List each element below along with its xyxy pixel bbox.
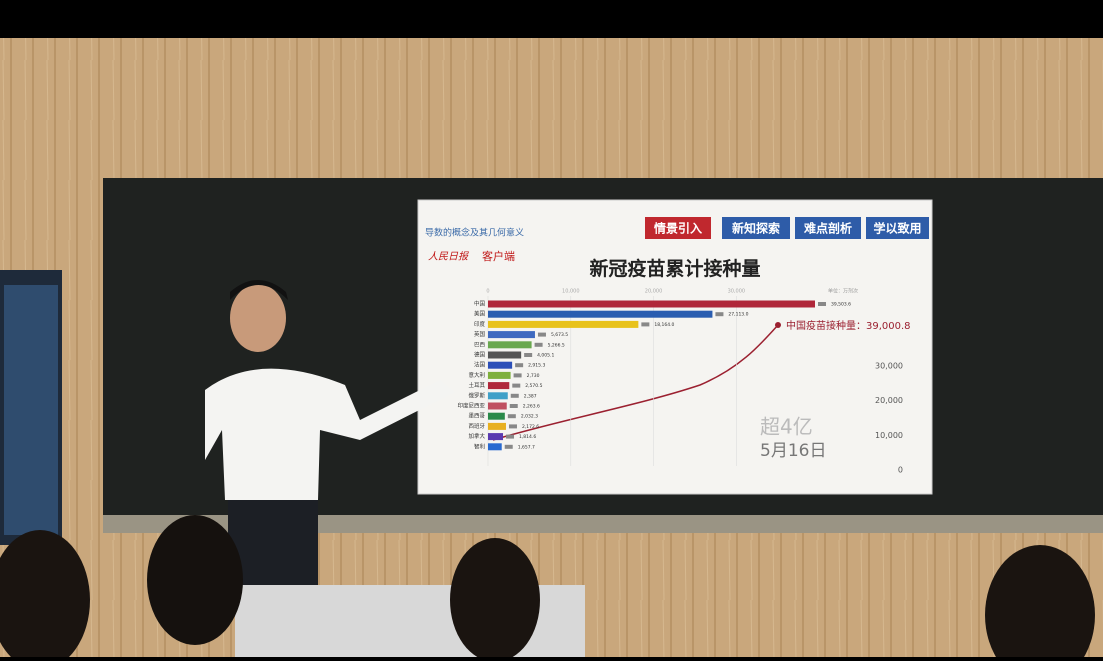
scene: 导数的概念及其几何意义 人民日报 客户端 新冠疫苗累计接种量 单位：万剂次 中国… (0, 0, 1103, 657)
flag (514, 373, 522, 377)
student (450, 538, 540, 657)
bar-category: 墨西哥 (468, 413, 485, 420)
flag (511, 394, 519, 398)
flag (524, 353, 532, 357)
bar-value: 1,657.7 (518, 444, 535, 450)
bar-value: 2,730 (527, 373, 540, 379)
bar-category: 印度 (474, 320, 486, 328)
bar (488, 362, 512, 369)
x-tick-label: 10,000 (562, 289, 580, 295)
bar (488, 352, 521, 359)
bar-value: 2,570.5 (525, 383, 542, 389)
bar-category: 印度尼西亚 (457, 402, 485, 410)
bar-category: 英国 (474, 330, 486, 338)
bar (488, 403, 507, 410)
bar (488, 331, 535, 338)
bar-category: 意大利 (468, 371, 485, 379)
bar-value: 5,673.5 (551, 332, 568, 338)
bar (488, 413, 505, 420)
bar-value: 2,263.6 (523, 404, 540, 410)
bar-category: 土耳其 (468, 381, 485, 389)
y-tick-label: 0 (898, 466, 903, 475)
flag (515, 363, 523, 367)
bar-category: 智利 (474, 442, 485, 450)
y-tick-label: 10,000 (875, 431, 903, 440)
bar (488, 433, 503, 440)
top-band (0, 0, 1103, 38)
y-tick-label: 30,000 (875, 362, 903, 371)
flag (509, 424, 517, 428)
flag (508, 414, 516, 418)
bar-category: 加拿大 (468, 432, 485, 440)
flag (506, 435, 514, 439)
bar-value: 39,503.6 (831, 302, 851, 308)
bar (488, 443, 502, 450)
flag (641, 322, 649, 326)
slide-header: 导数的概念及其几何意义 (425, 227, 524, 239)
bar-value: 2,172.6 (522, 424, 539, 430)
headline: 超4亿 (760, 415, 813, 439)
bar (488, 423, 506, 430)
bar-value: 1,814.6 (519, 434, 536, 440)
bar-category: 美国 (474, 310, 486, 318)
bar (488, 341, 532, 348)
bar-value: 27,113.0 (728, 312, 748, 318)
trend-end (775, 322, 781, 328)
bar-value: 4,005.1 (537, 353, 554, 359)
flag (512, 384, 520, 388)
flag (538, 333, 546, 337)
bar-category: 德国 (474, 351, 486, 359)
bar-category: 巴西 (474, 341, 486, 348)
flag (715, 312, 723, 316)
x-tick-label: 0 (486, 289, 489, 295)
bar-value: 2,032.3 (521, 414, 538, 420)
bar-value: 2,915.3 (528, 363, 545, 369)
bar (488, 372, 511, 379)
bar (488, 321, 638, 328)
logo-sub: 客户端 (482, 249, 515, 263)
flag (505, 445, 513, 449)
tab-label: 情景引入 (654, 221, 702, 236)
bar (488, 301, 815, 308)
flag (510, 404, 518, 408)
bar-value: 18,164.0 (654, 322, 674, 328)
student (147, 515, 243, 645)
tab-label: 难点剖析 (803, 221, 852, 236)
tab-label: 新知探索 (732, 221, 780, 236)
line-label: 中国疫苗接种量：39,000.8 (786, 319, 911, 332)
bar (488, 392, 508, 399)
x-tick-label: 20,000 (645, 289, 663, 295)
bar-category: 俄罗斯 (468, 391, 485, 399)
side-monitor-screen (4, 285, 58, 535)
bar (488, 382, 509, 389)
bar-category: 中国 (474, 300, 486, 308)
bar (488, 311, 712, 318)
flag (818, 302, 826, 306)
tab-label: 学以致用 (873, 221, 921, 236)
bar-category: 西班牙 (468, 422, 485, 430)
bar-value: 2,387 (524, 393, 537, 399)
chart-title: 新冠疫苗累计接种量 (589, 257, 760, 280)
date: 5月16日 (760, 441, 826, 461)
y-tick-label: 20,000 (875, 396, 903, 405)
logo-name: 人民日报 (428, 250, 469, 262)
unit: 单位：万剂次 (828, 288, 858, 295)
x-tick-label: 30,000 (728, 289, 746, 295)
bar-category: 法国 (474, 361, 486, 369)
bar-value: 5,266.5 (548, 342, 565, 348)
flag (535, 343, 543, 347)
